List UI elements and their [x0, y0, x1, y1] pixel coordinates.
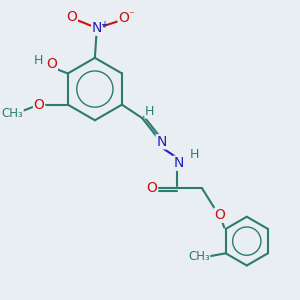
Text: ⁻: ⁻ — [128, 11, 134, 21]
Text: H: H — [190, 148, 199, 161]
Text: O: O — [66, 10, 77, 24]
Text: H: H — [34, 55, 44, 68]
Text: H: H — [145, 105, 154, 118]
Text: O: O — [118, 11, 129, 25]
Text: O: O — [146, 182, 157, 196]
Text: CH₃: CH₃ — [188, 250, 210, 263]
Text: N: N — [156, 135, 167, 149]
Text: N: N — [92, 21, 102, 35]
Text: CH₃: CH₃ — [2, 107, 23, 120]
Text: O: O — [34, 98, 44, 112]
Text: +: + — [100, 20, 108, 29]
Text: O: O — [46, 57, 57, 70]
Text: O: O — [214, 208, 225, 222]
Text: N: N — [173, 156, 184, 170]
